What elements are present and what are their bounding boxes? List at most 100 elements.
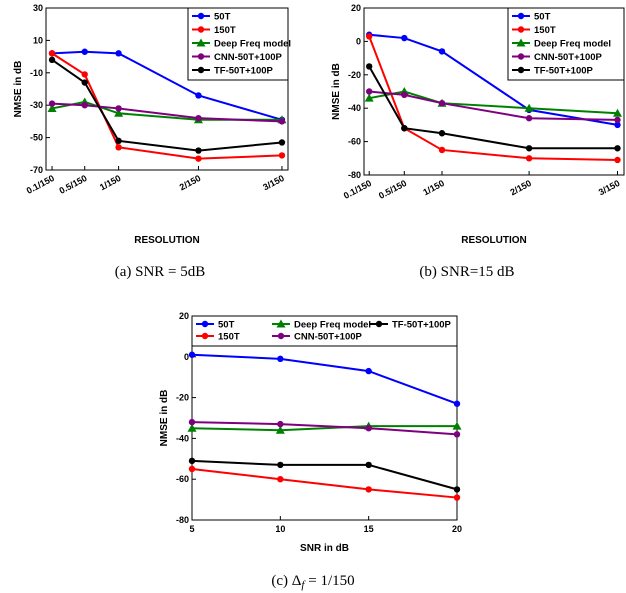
caption-b: (b) SNR=15 dB — [419, 264, 514, 280]
series-cnn-50t-100p — [366, 88, 621, 124]
x-tick-label: 10 — [275, 524, 285, 534]
data-point — [438, 48, 446, 55]
data-point — [277, 476, 284, 483]
data-point — [525, 115, 533, 122]
x-tick-label: 1/150 — [98, 173, 123, 192]
x-tick-label: 0.1/150 — [25, 173, 56, 196]
series-cnn-50t-100p — [188, 418, 461, 438]
data-point — [188, 351, 196, 358]
data-point — [614, 116, 621, 124]
y-tick-label: -10 — [30, 68, 43, 78]
data-point — [375, 320, 383, 328]
series-cnn-50t-100p — [48, 100, 286, 125]
data-point — [438, 99, 446, 107]
data-point — [81, 102, 88, 109]
legend-label: 150T — [534, 25, 556, 36]
y-tick-label: -40 — [176, 433, 189, 443]
legend-item: TF-50T+100P — [512, 66, 594, 77]
legend-label: Deep Freq model — [214, 39, 291, 50]
legend-label: 150T — [218, 332, 240, 343]
data-point — [453, 494, 461, 501]
series-line — [191, 425, 457, 432]
data-point — [188, 457, 196, 465]
data-point — [517, 66, 525, 74]
y-tick-label: -40 — [348, 103, 361, 113]
caption-a: (a) SNR = 5dB — [115, 264, 206, 280]
legend: 50T 150T Deep Freq model CNN-50T+100P TF-50T… — [187, 7, 291, 81]
data-point — [81, 48, 88, 55]
y-axis-label: NMSE in dB — [13, 61, 24, 118]
legend-label: TF-50T+100P — [534, 66, 594, 77]
y-tick-label: 0 — [356, 36, 361, 46]
series-150t — [188, 465, 461, 501]
data-point — [48, 56, 56, 64]
data-point — [114, 108, 124, 117]
data-point — [277, 461, 284, 469]
data-point — [188, 418, 196, 426]
data-point — [277, 332, 285, 340]
data-point — [278, 152, 286, 159]
data-point — [115, 105, 122, 112]
data-point — [48, 100, 56, 107]
series-line — [191, 353, 458, 405]
y-tick-label: 10 — [33, 35, 43, 45]
legend-label: TF-50T+100P — [392, 320, 452, 331]
data-point — [201, 320, 209, 328]
data-point — [516, 38, 526, 47]
x-tick-label: 20 — [452, 524, 462, 534]
legend-label: 50T — [214, 12, 231, 23]
legend-item: Deep Freq model — [512, 38, 611, 50]
legend-item: Deep Freq model — [192, 38, 291, 50]
y-tick-label: 30 — [33, 3, 43, 13]
y-tick-label: -60 — [176, 474, 189, 484]
data-point — [47, 103, 57, 112]
data-point — [366, 33, 373, 40]
data-point — [48, 50, 56, 57]
data-point — [195, 155, 202, 162]
legend-item: 50T — [196, 320, 235, 331]
data-point — [201, 332, 209, 340]
legend-label: CNN-50T+100P — [294, 332, 363, 343]
y-tick-label: 20 — [179, 311, 189, 321]
data-point — [195, 92, 202, 99]
data-point — [517, 12, 525, 20]
data-point — [365, 486, 372, 493]
legend-label: Deep Freq model — [294, 320, 371, 331]
series-tf-50t-100p — [366, 63, 621, 152]
legend-label: 150T — [214, 25, 236, 36]
legend-item: CNN-50T+100P — [512, 52, 603, 63]
data-point — [115, 50, 122, 57]
legend-label: CNN-50T+100P — [534, 52, 603, 63]
x-tick-label: 2/150 — [508, 178, 533, 197]
legend: 50T 150T Deep Freq model CNN-50T+100P TF-50T… — [507, 7, 625, 81]
data-point — [197, 66, 205, 74]
x-axis-label: RESOLUTION — [134, 235, 200, 246]
data-point — [277, 355, 284, 363]
plot-area — [363, 7, 625, 176]
data-point — [525, 145, 533, 152]
legend-label: Deep Freq model — [534, 39, 611, 50]
data-point — [278, 118, 286, 125]
series-line — [191, 459, 458, 491]
x-tick-label: 0.1/150 — [342, 178, 373, 201]
series-150t — [48, 50, 286, 162]
data-point — [366, 63, 373, 70]
data-point — [401, 125, 408, 132]
y-tick-label: -20 — [348, 70, 361, 80]
x-tick-label: 0.5/150 — [377, 178, 408, 201]
legend-label: TF-50T+100P — [214, 66, 274, 77]
caption-c-prefix: (c) — [271, 573, 291, 589]
y-axis-label: NMSE in dB — [159, 390, 170, 447]
data-point — [614, 145, 621, 152]
x-tick-label: 2/150 — [178, 173, 203, 192]
data-point — [195, 114, 202, 122]
legend-item: 50T — [512, 12, 551, 23]
legend-label: 50T — [218, 320, 235, 331]
legend-item: CNN-50T+100P — [192, 52, 283, 63]
data-point — [614, 156, 621, 164]
x-tick-label: 1/150 — [421, 178, 446, 197]
caption-c-suffix: = 1/150 — [304, 573, 354, 589]
series-tf-50t-100p — [188, 457, 461, 493]
legend-item: TF-50T+100P — [192, 66, 274, 77]
series-line — [191, 468, 458, 499]
